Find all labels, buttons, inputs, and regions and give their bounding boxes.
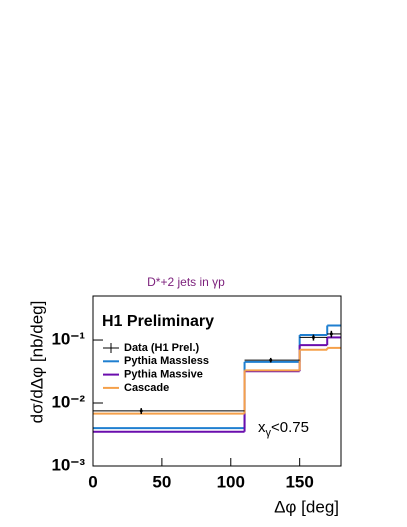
data-point <box>139 409 143 413</box>
plot-frame <box>92 295 342 467</box>
annotation-rest: <0.75 <box>271 419 309 436</box>
legend-label: Pythia Massless <box>124 355 209 367</box>
x-tick-label: 100 <box>217 472 245 491</box>
subtitle: H1 Preliminary <box>102 313 214 330</box>
y-axis-label: dσ/dΔφ [nb/deg] <box>27 301 46 424</box>
y-tick-label: 10⁻³ <box>51 455 85 474</box>
x-tick-label: 150 <box>285 472 313 491</box>
x-tick-label: 0 <box>88 472 97 491</box>
legend-label: Data (H1 Prel.) <box>124 342 200 354</box>
legend-label: Cascade <box>124 382 169 394</box>
data-point <box>311 335 315 339</box>
x-axis-label: Δφ [deg] <box>274 497 339 516</box>
x-tick-label: 50 <box>152 472 171 491</box>
chart-title: D*+2 jets in γp <box>147 275 225 289</box>
data-point <box>329 332 333 336</box>
annotation-sub: γ <box>266 427 272 439</box>
annotation-base: x <box>258 419 266 436</box>
y-tick-label: 10⁻¹ <box>51 330 85 349</box>
y-tick-label: 10⁻² <box>51 392 85 411</box>
legend-label: Pythia Massive <box>124 369 203 381</box>
data-point <box>269 358 273 362</box>
annotation: xγ<0.75 <box>258 419 309 439</box>
